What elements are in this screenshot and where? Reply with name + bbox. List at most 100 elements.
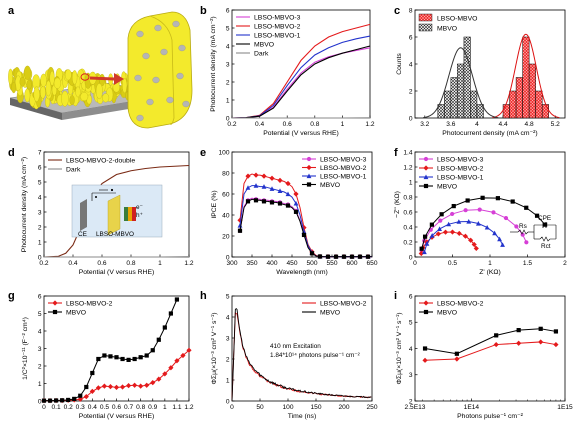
series-line xyxy=(424,328,557,355)
nanoparticle xyxy=(146,98,154,106)
x-tick-label: 1.2 xyxy=(184,260,193,267)
x-tick-label: 0.7 xyxy=(124,404,133,411)
legend-item: LBSO-MBVO-3 xyxy=(302,156,367,163)
x-tick-label: 0.6 xyxy=(112,404,121,411)
y-axis-label: −Z'' (KΩ) xyxy=(394,191,401,218)
legend-item: MBVO xyxy=(302,182,340,189)
annotation-photons: 1.84*10¹⁴ photons pulse⁻¹ cm⁻² xyxy=(270,352,360,359)
data-point xyxy=(126,357,131,362)
resistor-rs xyxy=(517,229,529,235)
data-point xyxy=(107,384,114,390)
data-point xyxy=(419,246,424,251)
x-tick-label: 200 xyxy=(338,404,349,411)
panel-a-illustration xyxy=(8,11,193,129)
data-point xyxy=(269,186,275,191)
series-line-mbvo xyxy=(231,45,371,119)
x-tick-label: 0.1 xyxy=(51,404,60,411)
gaussian-fit xyxy=(492,33,560,118)
legend-swatch xyxy=(418,23,433,32)
x-tick-label: 0.4 xyxy=(255,121,264,128)
film-grain xyxy=(61,90,69,107)
data-point xyxy=(174,358,180,364)
band-orange xyxy=(128,207,132,221)
nanoparticle xyxy=(136,30,144,38)
data-point xyxy=(494,333,499,338)
data-point xyxy=(162,325,167,330)
series-line xyxy=(425,341,557,361)
data-point xyxy=(451,203,456,209)
legend-item: Dark xyxy=(48,166,81,173)
y-tick-label: 0.2 xyxy=(403,239,412,246)
data-point xyxy=(309,251,315,256)
photoanode xyxy=(107,194,121,236)
legend-item: MBVO xyxy=(302,309,340,316)
legend-marker xyxy=(423,156,429,162)
y-tick-label: 4 xyxy=(226,314,230,321)
equivalent-circuit: Rs CPE Rct xyxy=(510,215,557,250)
x-tick-label: 5.2 xyxy=(551,121,560,128)
x-tick-label: 400 xyxy=(266,260,277,267)
film-grain xyxy=(24,88,31,103)
legend-item: LBSO-MBVO-1 xyxy=(419,174,484,181)
legend-item: MBVO xyxy=(48,309,86,316)
legend-label: LBSO-MBVO-1 xyxy=(437,174,484,181)
data-point xyxy=(72,396,77,401)
panel-h-frame xyxy=(231,295,373,402)
legend-item: LBSO-MBVO-2-double xyxy=(48,157,135,164)
histogram-bar xyxy=(509,90,517,119)
circuit-label-rct: Rct xyxy=(541,243,551,250)
data-point xyxy=(325,254,331,259)
y-tick-label: 1.2 xyxy=(403,164,412,171)
data-point xyxy=(475,221,481,226)
series-line xyxy=(231,307,372,402)
y-tick-label: 0 xyxy=(38,398,42,405)
legend-marker xyxy=(423,165,429,171)
data-point xyxy=(424,241,430,246)
x-tick-label: 4.4 xyxy=(498,121,507,128)
histogram-bar xyxy=(476,104,484,119)
legend-item: LBSO-MBVO-3 xyxy=(236,14,301,21)
data-point xyxy=(524,240,529,245)
electron-dot xyxy=(95,196,97,198)
film-grain xyxy=(72,70,78,85)
legend-label: LBSO-MBVO-2 xyxy=(66,300,113,307)
y-tick-label: 0 xyxy=(409,254,413,261)
nanoparticle xyxy=(172,20,180,28)
series-line-lbso-mbvo-1 xyxy=(231,35,371,119)
legend-item: LBSO-MBVO-3 xyxy=(419,156,484,163)
data-point xyxy=(60,398,65,403)
data-point xyxy=(510,199,515,204)
inset-label-photoanode: LBSO-MBVO xyxy=(96,231,134,238)
data-point xyxy=(120,356,125,362)
data-point xyxy=(497,236,502,242)
data-point xyxy=(421,249,427,255)
y-tick-label: 6 xyxy=(226,7,230,14)
arrow-head xyxy=(114,73,124,85)
y-tick-label: 0.8 xyxy=(403,194,412,201)
data-point xyxy=(95,385,101,391)
x-tick-label: 1E14 xyxy=(464,404,480,411)
x-tick-label: 0.5 xyxy=(448,260,457,267)
y-tick-label: 6 xyxy=(38,164,42,171)
x-tick-label: 4 xyxy=(475,121,479,128)
data-point xyxy=(446,221,452,227)
x-axis-label: Potential (V versus RHE) xyxy=(263,130,339,137)
x-tick-label: 0.6 xyxy=(283,121,292,128)
film-grain xyxy=(40,86,46,99)
data-point xyxy=(144,353,149,358)
series-line-lbso-mbvo-3 xyxy=(231,47,371,119)
data-point xyxy=(138,355,143,360)
nanoparticle xyxy=(154,24,162,32)
panel-b-axes: 0.2 0.4 0.6 0.8 1 1.2 0 1 2 3 4 5 6 Potential (V vers… xyxy=(210,7,375,137)
data-point xyxy=(437,226,442,232)
data-point xyxy=(150,380,156,386)
data-point xyxy=(449,229,456,235)
data-point xyxy=(162,371,168,377)
legend-label: LBSO-MBVO-3 xyxy=(437,156,484,163)
legend-label: MBVO xyxy=(437,183,457,190)
data-point xyxy=(500,242,505,247)
data-point xyxy=(261,199,267,204)
y-tick-label: 1 xyxy=(38,239,42,246)
data-point xyxy=(168,311,173,316)
x-axis-label: Photocurrent density (mA cm⁻²) xyxy=(442,130,537,137)
